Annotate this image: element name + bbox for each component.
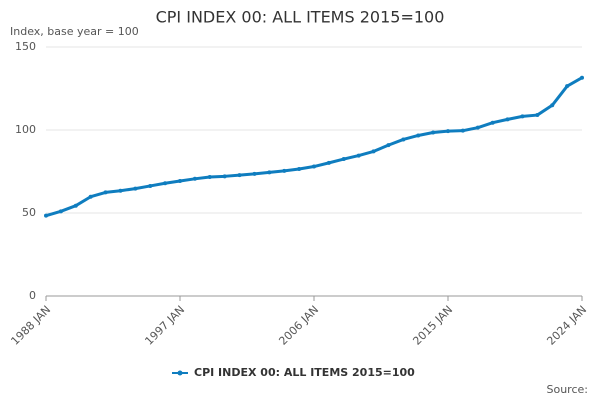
point (297, 167, 302, 172)
y-tick-label: 150 (15, 40, 36, 53)
point (505, 117, 510, 122)
point (237, 173, 242, 178)
y-tick-label: 0 (29, 289, 36, 302)
x-tick-label: 2015 JAN (410, 303, 455, 348)
legend-marker (177, 370, 183, 376)
source: Source: (547, 383, 589, 396)
point (371, 149, 376, 154)
point (44, 213, 48, 218)
x-tick-label: 1997 JAN (142, 303, 187, 348)
x-tick-label: 2006 JAN (276, 303, 321, 348)
point (207, 174, 212, 179)
y-axis-title: Index, base year = 100 (10, 25, 139, 38)
x-tick-label: 1988 JAN (8, 303, 53, 348)
point (535, 113, 540, 118)
point (312, 164, 316, 169)
point (431, 130, 436, 135)
point (356, 153, 361, 158)
point (192, 176, 197, 181)
point (550, 103, 555, 108)
point (446, 129, 450, 134)
point (267, 170, 272, 175)
point (163, 181, 168, 186)
legend-label: CPI INDEX 00: ALL ITEMS 2015=100 (194, 366, 415, 379)
point (178, 178, 182, 183)
point (103, 190, 108, 195)
point (58, 209, 63, 214)
point (88, 194, 93, 199)
point (580, 75, 584, 80)
point (520, 114, 525, 119)
point (416, 133, 421, 138)
point (460, 128, 465, 133)
chart-title: CPI INDEX 00: ALL ITEMS 2015=100 (156, 8, 445, 27)
point (565, 84, 570, 89)
point (475, 125, 480, 130)
point (341, 157, 346, 162)
point (148, 183, 153, 188)
y-tick-label: 50 (22, 206, 36, 219)
point (73, 203, 78, 208)
y-tick-label: 100 (15, 123, 36, 136)
point (386, 143, 391, 148)
x-tick-label: 2024 JAN (544, 303, 589, 348)
point (490, 120, 495, 125)
point (252, 171, 257, 176)
point (133, 186, 138, 191)
point (222, 174, 227, 179)
series-line (45, 76, 583, 218)
point (401, 137, 406, 142)
point (282, 168, 287, 173)
point (326, 160, 331, 165)
point (118, 188, 123, 193)
